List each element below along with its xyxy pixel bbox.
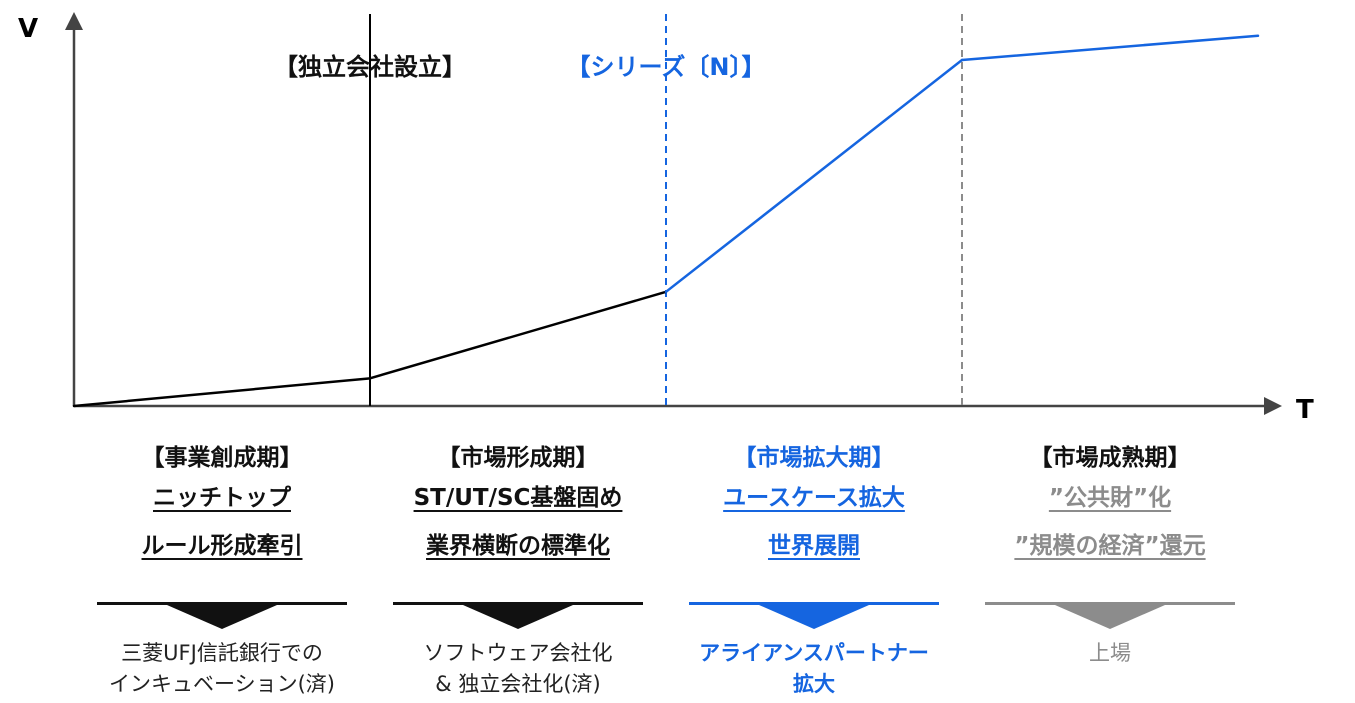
phase-divider bbox=[97, 602, 347, 605]
x-axis-label: T bbox=[1296, 395, 1314, 425]
phase-title: 【市場成熟期】 bbox=[1029, 445, 1191, 471]
phase-line: 世界展開 bbox=[768, 533, 860, 559]
phase-expansion: 【市場拡大期】 ユースケース拡大 世界展開 アライアンスパートナー 拡大 bbox=[664, 440, 964, 696]
phase-title: 【市場形成期】 bbox=[437, 445, 599, 471]
marker-label-series-n: 【シリーズ〔N〕】 bbox=[566, 53, 766, 81]
phase-divider bbox=[393, 602, 643, 605]
phase-result: 上場 bbox=[1089, 641, 1131, 665]
phase-result: 三菱UFJ信託銀行での インキュベーション(済) bbox=[109, 641, 335, 696]
x-axis-arrow-icon bbox=[1264, 397, 1282, 415]
phase-pointer bbox=[463, 605, 573, 629]
phase-maturity: 【市場成熟期】 ”公共財”化 ”規模の経済”還元 上場 bbox=[960, 440, 1260, 665]
phase-title: 【事業創成期】 bbox=[141, 445, 303, 471]
phase-title: 【市場拡大期】 bbox=[733, 445, 895, 471]
y-axis-arrow-icon bbox=[65, 12, 83, 30]
curve-segment-0 bbox=[72, 377, 372, 408]
phase-creation: 【事業創成期】 ニッチトップ ルール形成牽引 三菱UFJ信託銀行での インキュベ… bbox=[72, 440, 372, 696]
phase-result: ソフトウェア会社化 & 独立会社化(済) bbox=[423, 641, 613, 696]
phase-line: 業界横断の標準化 bbox=[426, 533, 610, 559]
curve-segment-1 bbox=[368, 290, 668, 380]
phase-line: ルール形成牽引 bbox=[141, 533, 303, 559]
phase-result: アライアンスパートナー 拡大 bbox=[699, 641, 929, 696]
phase-line: ニッチトップ bbox=[153, 485, 291, 511]
phase-divider bbox=[985, 602, 1235, 605]
phase-line: ”規模の経済”還元 bbox=[1014, 533, 1206, 559]
growth-chart bbox=[65, 12, 1282, 415]
phase-pointer bbox=[1055, 605, 1165, 629]
y-axis-label: V bbox=[18, 14, 39, 44]
phase-divider bbox=[689, 602, 939, 605]
phase-formation: 【市場形成期】 ST/UT/SC基盤固め 業界横断の標準化 ソフトウェア会社化 … bbox=[368, 440, 668, 696]
phase-line: ST/UT/SC基盤固め bbox=[413, 485, 623, 511]
phase-line: ユースケース拡大 bbox=[723, 485, 905, 511]
phase-pointer bbox=[759, 605, 869, 629]
phase-line: ”公共財”化 bbox=[1048, 485, 1172, 511]
marker-label-independent: 【独立会社設立】 bbox=[274, 53, 466, 81]
curve-segment-3 bbox=[960, 34, 1260, 62]
phase-pointer bbox=[167, 605, 277, 629]
curve-segment-2 bbox=[664, 58, 964, 294]
